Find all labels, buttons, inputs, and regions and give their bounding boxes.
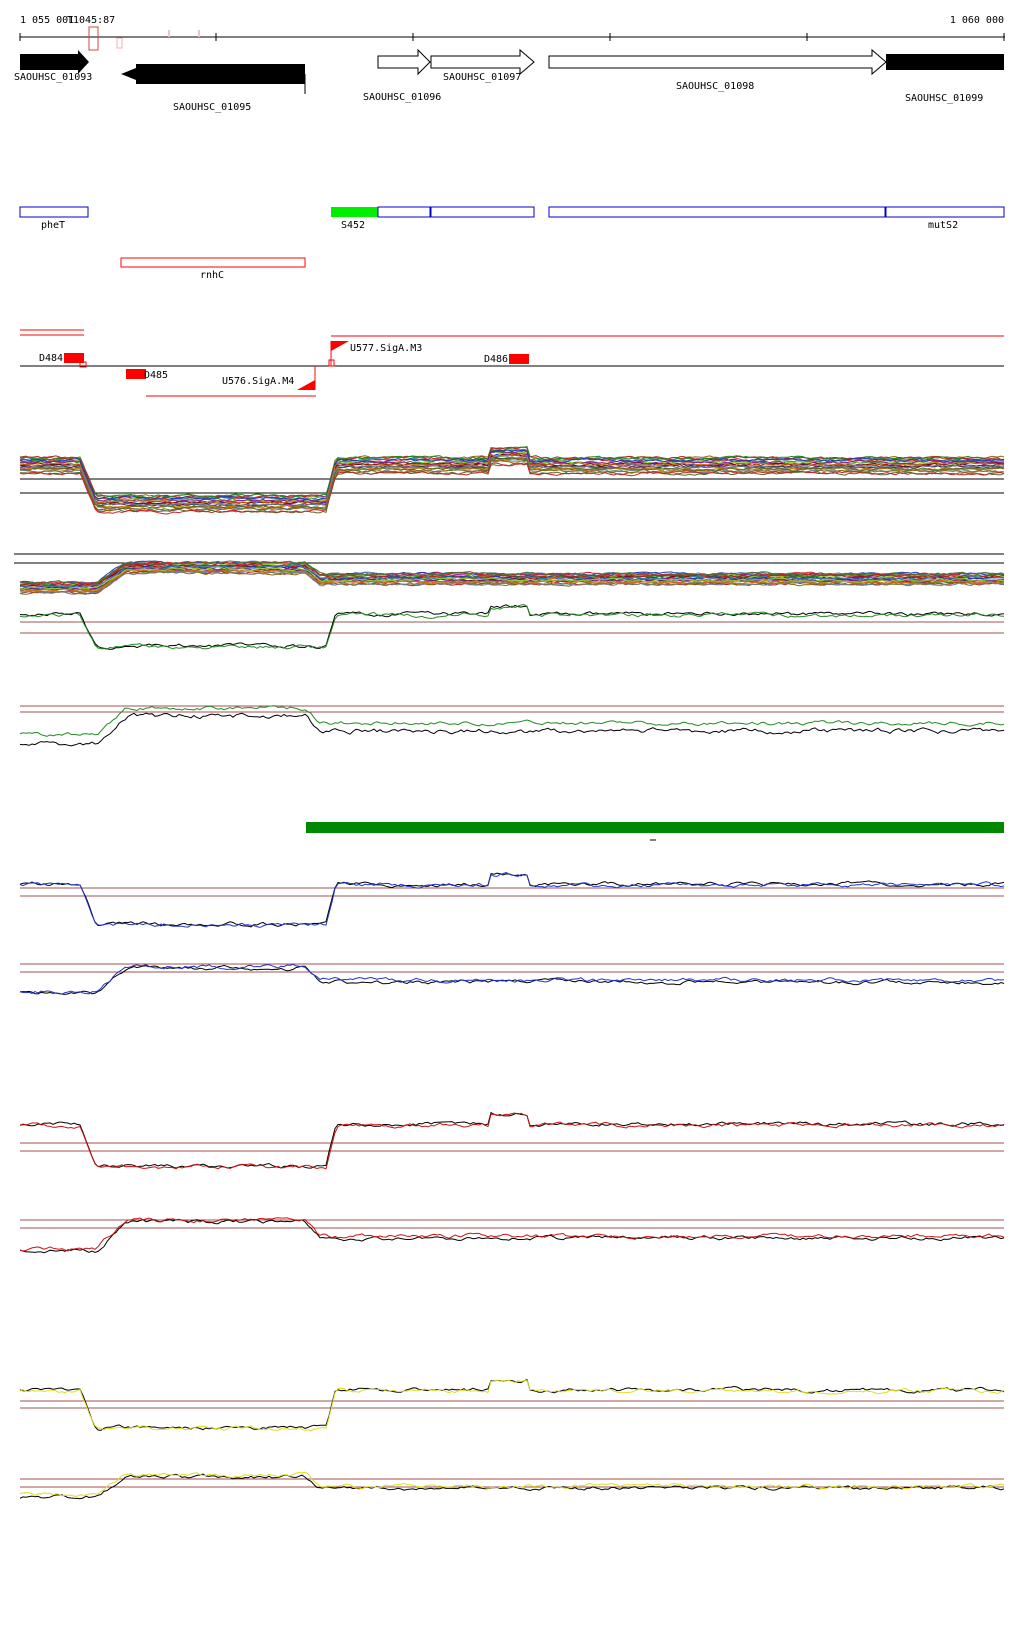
feature-U577-SigA-M3[interactable]: U577.SigA.M3 xyxy=(328,341,422,367)
multi-sample-track-reverse xyxy=(14,553,1005,596)
gene-1098-label: SAOUHSC_01098 xyxy=(676,81,754,92)
coordinate-ruler: 1 055 001 1 060 000 T1045:87 xyxy=(19,15,1005,51)
feature-D484-label: D484 xyxy=(39,353,63,364)
green-track-forward xyxy=(19,604,1005,650)
gene-1095[interactable]: SAOUHSC_01095 xyxy=(121,64,306,113)
red-track-reverse xyxy=(19,1217,1005,1254)
feature-D486[interactable]: D486 xyxy=(484,354,529,365)
green-region-bar[interactable] xyxy=(306,822,1004,833)
red-track-forward xyxy=(19,1111,1005,1170)
gene-1097[interactable]: SAOUHSC_01097 xyxy=(430,48,535,83)
yellow-track-reverse xyxy=(19,1471,1005,1500)
multi-sample-track-forward xyxy=(19,446,1005,515)
annotation-S452-label: S452 xyxy=(341,220,365,231)
annotation-mutS2-label: mutS2 xyxy=(928,220,958,231)
ruler-end-label: 1 060 000 xyxy=(950,15,1004,26)
feature-U577-label: U577.SigA.M3 xyxy=(350,343,422,354)
yellow-track-forward xyxy=(19,1379,1005,1432)
gene-1099-label: SAOUHSC_01099 xyxy=(905,93,983,104)
ruler-marker-box xyxy=(88,26,99,51)
gene-1099[interactable]: SAOUHSC_01099 xyxy=(886,54,1004,104)
gene-1096[interactable]: SAOUHSC_01096 xyxy=(363,48,441,103)
annotation-mutS2[interactable] xyxy=(885,206,1005,218)
ruler-marker-label: T1045:87 xyxy=(67,15,115,26)
gene-1095-label: SAOUHSC_01095 xyxy=(173,102,251,113)
feature-U576-SigA-M4[interactable]: U576.SigA.M4 xyxy=(222,366,316,390)
green-track-reverse xyxy=(19,705,1005,747)
feature-track: D484 D485 D486 U577.SigA.M3 U576.SigA.M4 xyxy=(20,329,1004,397)
gene-1097-label: SAOUHSC_01097 xyxy=(443,72,521,83)
annotation-pheT[interactable] xyxy=(19,206,89,218)
ruler-start-label: 1 055 001 xyxy=(20,15,74,26)
blue-track-reverse xyxy=(19,963,1005,995)
feature-D484[interactable]: D484 xyxy=(39,353,87,368)
annotation-track: pheT S452 mutS2 rnhC xyxy=(19,206,1005,281)
blue-track-forward xyxy=(19,871,1005,928)
feature-U576-label: U576.SigA.M4 xyxy=(222,376,294,387)
gene-1098[interactable]: SAOUHSC_01098 xyxy=(548,48,887,92)
annotation-S452[interactable] xyxy=(331,207,378,217)
gene-1093-label: SAOUHSC_01093 xyxy=(14,72,92,83)
gene-1096-label: SAOUHSC_01096 xyxy=(363,92,441,103)
annotation-rnhC[interactable] xyxy=(120,257,306,268)
feature-D486-label: D486 xyxy=(484,354,508,365)
annotation-pheT-label: pheT xyxy=(41,220,65,231)
feature-D485[interactable]: D485 xyxy=(126,369,168,381)
gene-1093[interactable]: SAOUHSC_01093 xyxy=(14,50,92,83)
gene-track: SAOUHSC_01093 SAOUHSC_01095 SAOUHSC_0109… xyxy=(14,48,1004,113)
feature-D485-label: D485 xyxy=(144,370,168,381)
annotation-rnhC-label: rnhC xyxy=(200,270,224,281)
